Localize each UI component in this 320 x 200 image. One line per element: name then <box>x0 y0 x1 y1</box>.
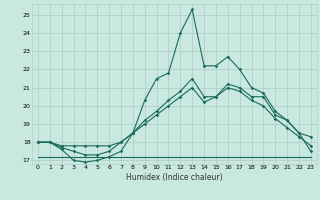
X-axis label: Humidex (Indice chaleur): Humidex (Indice chaleur) <box>126 173 223 182</box>
